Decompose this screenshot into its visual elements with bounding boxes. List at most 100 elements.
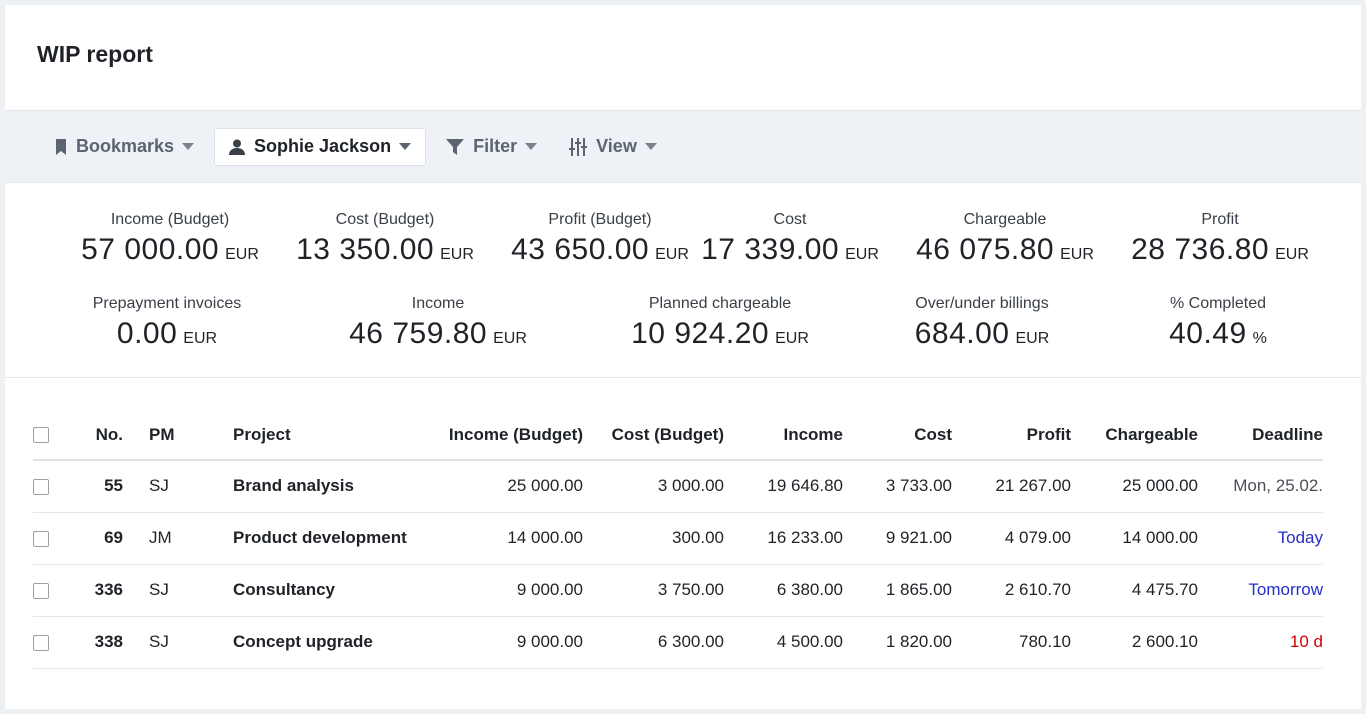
user-icon [229,139,246,155]
cell-income: 16 233.00 [724,512,843,565]
header-deadline[interactable]: Deadline [1198,410,1323,461]
kpi-unit: EUR [1275,246,1309,263]
cell-chargeable: 14 000.00 [1071,512,1198,565]
kpi-label: Chargeable [963,211,1047,228]
row-checkbox[interactable] [33,582,49,599]
header-no[interactable]: No. [67,410,123,461]
kpi-planned-chargeable: Planned chargeable 10 924.20 EUR [600,295,840,351]
kpi-value: 0.00 [116,317,178,350]
kpi-chargeable: Chargeable 46 075.80 EUR [880,211,1130,267]
header-cost[interactable]: Cost [843,410,952,461]
cell-no: 69 [67,512,123,565]
filter-button[interactable]: Filter [434,128,549,166]
kpi-label: % Completed [1169,295,1267,312]
table-row[interactable]: 338 SJ Concept upgrade 9 000.00 6 300.00… [33,616,1323,669]
header-project[interactable]: Project [233,410,433,461]
row-checkbox[interactable] [33,478,49,495]
cell-chargeable: 4 475.70 [1071,564,1198,617]
kpi-unit: EUR [440,246,474,263]
cell-project[interactable]: Product development [233,512,433,565]
chevron-down-icon [399,143,412,150]
select-all-checkbox[interactable] [33,427,49,444]
kpi-label: Over/under billings [915,295,1049,312]
kpi-unit: EUR [225,246,259,263]
kpi-income-budget: Income (Budget) 57 000.00 EUR [45,211,295,267]
cell-cost-budget: 6 300.00 [583,616,724,669]
kpi-label: Planned chargeable [648,295,792,312]
kpi-value: 684.00 [914,317,1010,350]
kpi-label: Cost (Budget) [335,211,435,228]
kpi-completed: % Completed 40.49% [1098,295,1338,351]
kpi-label: Income [411,295,465,312]
cell-deadline: Tomorrow [1198,564,1323,617]
view-button[interactable]: View [557,128,669,166]
kpi-value: 57 000.00 [81,233,220,266]
header-cost-budget[interactable]: Cost (Budget) [583,410,724,461]
projects-table-wrapper: No. PM Project Income (Budget) Cost (Bud… [33,410,1323,669]
cell-pm: SJ [123,460,233,513]
cell-project[interactable]: Concept upgrade [233,616,433,669]
cell-income-budget: 14 000.00 [433,512,583,565]
table-row[interactable]: 69 JM Product development 14 000.00 300.… [33,512,1323,565]
cell-deadline: Today [1198,512,1323,565]
header-income[interactable]: Income [724,410,843,461]
projects-table: No. PM Project Income (Budget) Cost (Bud… [33,410,1323,669]
kpi-unit: EUR [1015,330,1050,347]
cell-profit: 4 079.00 [952,512,1071,565]
cell-cost: 1 820.00 [843,616,952,669]
chevron-down-icon [182,143,195,150]
header-chargeable[interactable]: Chargeable [1071,410,1198,461]
chevron-down-icon [525,143,538,150]
cell-pm: SJ [123,616,233,669]
kpi-value: 28 736.80 [1131,233,1270,266]
row-checkbox[interactable] [33,634,49,651]
kpi-profit-budget: Profit (Budget) 43 650.00 EUR [475,211,725,267]
cell-project[interactable]: Consultancy [233,564,433,617]
kpi-profit: Profit 28 736.80 EUR [1095,211,1345,267]
chevron-down-icon [644,143,657,150]
filter-icon [446,138,465,155]
view-label: View [596,136,637,156]
table-row[interactable]: 55 SJ Brand analysis 25 000.00 3 000.00 … [33,460,1323,513]
kpi-prepayment: Prepayment invoices 0.00 EUR [47,295,287,351]
kpi-unit: EUR [493,330,527,347]
header-pm[interactable]: PM [123,410,233,461]
cell-deadline: Mon, 25.02. [1198,460,1323,513]
user-selector-button[interactable]: Sophie Jackson [214,127,427,166]
cell-income: 4 500.00 [724,616,843,669]
cell-project[interactable]: Brand analysis [233,460,433,513]
kpi-income: Income 46 759.80 EUR [318,295,558,351]
kpi-over-under-billings: Over/under billings 684.00 EUR [862,295,1102,351]
cell-pm: JM [123,512,233,565]
page-title: WIP report [37,41,153,67]
cell-cost-budget: 300.00 [583,512,724,565]
bookmarks-button[interactable]: Bookmarks [43,128,206,166]
kpi-value: 46 075.80 [916,233,1055,266]
cell-cost-budget: 3 000.00 [583,460,724,513]
cell-cost: 9 921.00 [843,512,952,565]
kpi-label: Income (Budget) [110,211,230,228]
kpi-value: 17 339.00 [701,233,840,266]
table-row[interactable]: 336 SJ Consultancy 9 000.00 3 750.00 6 3… [33,564,1323,617]
kpi-value: 46 759.80 [349,317,488,350]
kpi-value: 43 650.00 [511,233,650,266]
cell-cost-budget: 3 750.00 [583,564,724,617]
header-profit[interactable]: Profit [952,410,1071,461]
kpi-value: 13 350.00 [296,233,435,266]
cell-cost: 1 865.00 [843,564,952,617]
bookmarks-label: Bookmarks [76,136,175,156]
page-header: WIP report [5,5,1361,111]
cell-pm: SJ [123,564,233,617]
header-income-budget[interactable]: Income (Budget) [433,410,583,461]
row-checkbox[interactable] [33,530,49,547]
kpi-label: Prepayment invoices [92,295,242,312]
cell-income-budget: 9 000.00 [433,564,583,617]
kpi-unit: EUR [1060,246,1094,263]
cell-deadline: 10 d [1198,616,1323,669]
kpi-unit: EUR [845,246,879,263]
kpi-cost: Cost 17 339.00 EUR [665,211,915,267]
user-selector-label: Sophie Jackson [254,136,392,156]
bookmark-icon [55,138,67,155]
sliders-icon [569,137,588,156]
cell-income: 19 646.80 [724,460,843,513]
